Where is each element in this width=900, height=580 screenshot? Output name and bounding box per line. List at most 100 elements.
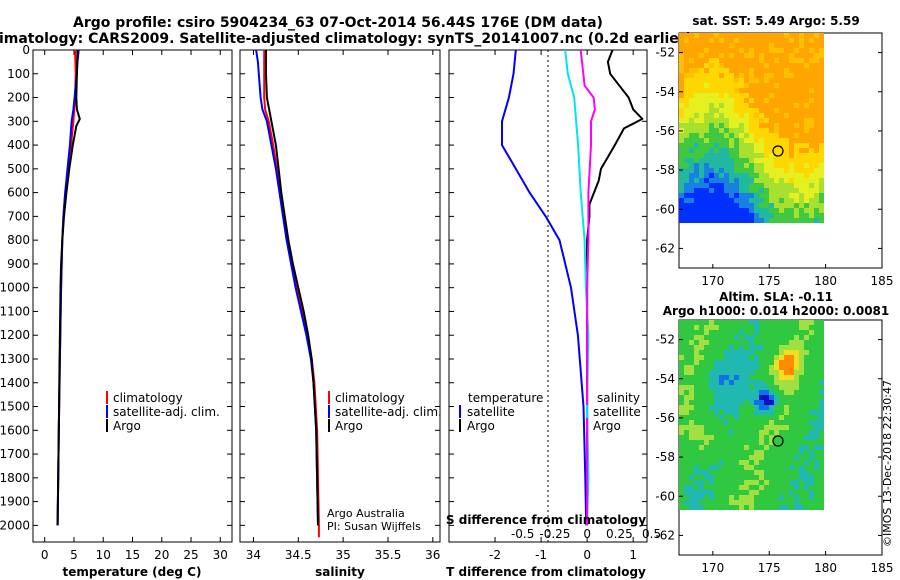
- heatmap-cell: [814, 183, 819, 188]
- heatmap-cell: [709, 450, 714, 455]
- heatmap-cell: [734, 450, 739, 455]
- heatmap-cell: [779, 495, 784, 500]
- heatmap-cell: [714, 218, 719, 223]
- heatmap-cell: [804, 360, 809, 365]
- heatmap-cell: [709, 43, 714, 48]
- heatmap-cell: [784, 93, 789, 98]
- heatmap-cell: [809, 365, 814, 370]
- heatmap-cell: [704, 203, 709, 208]
- heatmap-cell: [719, 500, 724, 505]
- heatmap-cell: [799, 425, 804, 430]
- heatmap-cell: [814, 178, 819, 183]
- heatmap-cell: [689, 335, 694, 340]
- heatmap-cell: [704, 435, 709, 440]
- heatmap-cell: [744, 470, 749, 475]
- heatmap-cell: [679, 98, 684, 103]
- heatmap-cell: [714, 470, 719, 475]
- heatmap-cell: [804, 88, 809, 93]
- heatmap-cell: [679, 213, 684, 218]
- heatmap-cell: [709, 390, 714, 395]
- heatmap-cell: [804, 340, 809, 345]
- map-y-label: -52: [655, 333, 675, 347]
- heatmap-cell: [724, 400, 729, 405]
- heatmap-cell: [804, 435, 809, 440]
- heatmap-cell: [694, 360, 699, 365]
- heatmap-cell: [784, 460, 789, 465]
- heatmap-cell: [794, 33, 799, 38]
- heatmap-cell: [789, 168, 794, 173]
- heatmap-cell: [764, 148, 769, 153]
- heatmap-cell: [709, 173, 714, 178]
- heatmap-cell: [679, 188, 684, 193]
- heatmap-cell: [744, 480, 749, 485]
- heatmap-cell: [689, 53, 694, 58]
- heatmap-cell: [719, 188, 724, 193]
- heatmap-cell: [789, 188, 794, 193]
- heatmap-cell: [739, 500, 744, 505]
- heatmap-cell: [794, 73, 799, 78]
- heatmap-cell: [779, 203, 784, 208]
- heatmap-cell: [729, 63, 734, 68]
- heatmap-cell: [694, 345, 699, 350]
- heatmap-cell: [754, 58, 759, 63]
- heatmap-cell: [679, 390, 684, 395]
- heatmap-cell: [774, 158, 779, 163]
- heatmap-cell: [694, 495, 699, 500]
- heatmap-cell: [734, 445, 739, 450]
- heatmap-cell: [774, 390, 779, 395]
- heatmap-cell: [684, 88, 689, 93]
- heatmap-cell: [679, 48, 684, 53]
- map-x-label: 185: [871, 274, 894, 288]
- heatmap-cell: [744, 103, 749, 108]
- heatmap-cell: [769, 375, 774, 380]
- heatmap-cell: [749, 153, 754, 158]
- heatmap-cell: [689, 375, 694, 380]
- heatmap-cell: [739, 208, 744, 213]
- heatmap-cell: [784, 193, 789, 198]
- s-tick-label: -0.25: [539, 527, 570, 541]
- heatmap-cell: [779, 405, 784, 410]
- heatmap-cell: [774, 505, 779, 510]
- heatmap-cell: [804, 475, 809, 480]
- heatmap-cell: [719, 330, 724, 335]
- heatmap-cell: [694, 365, 699, 370]
- heatmap-cell: [764, 395, 769, 400]
- heatmap-cell: [754, 118, 759, 123]
- heatmap-cell: [804, 83, 809, 88]
- heatmap-cell: [789, 123, 794, 128]
- heatmap-cell: [734, 218, 739, 223]
- heatmap-cell: [779, 365, 784, 370]
- heatmap-cell: [689, 400, 694, 405]
- heatmap-cell: [804, 500, 809, 505]
- heatmap-cell: [819, 53, 824, 58]
- heatmap-cell: [699, 198, 704, 203]
- heatmap-cell: [764, 88, 769, 93]
- heatmap-cell: [769, 63, 774, 68]
- heatmap-cell: [679, 133, 684, 138]
- heatmap-cell: [734, 455, 739, 460]
- heatmap-cell: [719, 470, 724, 475]
- y-tick-label: 1200: [0, 328, 30, 342]
- heatmap-cell: [789, 148, 794, 153]
- heatmap-cell: [709, 38, 714, 43]
- x-tick-label: -1: [535, 548, 547, 562]
- heatmap-cell: [734, 93, 739, 98]
- heatmap-cell: [709, 93, 714, 98]
- heatmap-cell: [694, 93, 699, 98]
- heatmap-cell: [694, 405, 699, 410]
- heatmap-cell: [819, 385, 824, 390]
- heatmap-cell: [779, 455, 784, 460]
- heatmap-cell: [779, 103, 784, 108]
- heatmap-cell: [694, 375, 699, 380]
- heatmap-cell: [764, 73, 769, 78]
- heatmap-cell: [754, 33, 759, 38]
- heatmap-cell: [809, 103, 814, 108]
- heatmap-cell: [704, 440, 709, 445]
- heatmap-cell: [704, 98, 709, 103]
- heatmap-cell: [694, 108, 699, 113]
- heatmap-cell: [689, 63, 694, 68]
- heatmap-cell: [819, 113, 824, 118]
- heatmap-cell: [704, 68, 709, 73]
- heatmap-cell: [769, 178, 774, 183]
- legend-climatology-label: climatology: [335, 391, 405, 405]
